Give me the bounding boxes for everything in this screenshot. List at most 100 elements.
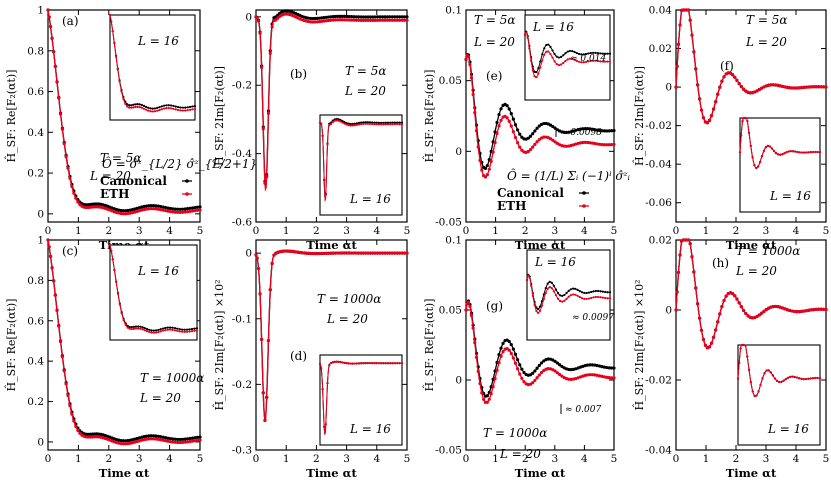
series-canon-point: [531, 371, 535, 375]
series-eth-point: [735, 297, 739, 301]
series-eth-point: [707, 345, 712, 349]
series-eth-point: [602, 375, 606, 379]
inset-eth-point: [759, 383, 762, 387]
inset-canon-point: [606, 52, 609, 55]
inset-eth-point: [770, 147, 774, 150]
series-eth-point: [263, 181, 267, 185]
series-eth-point: [195, 208, 200, 212]
inset-eth-point: [592, 296, 595, 299]
series-canon-point: [178, 437, 182, 442]
series-canon-point: [600, 129, 604, 133]
series-eth-point: [678, 253, 682, 257]
inset-eth-point: [162, 107, 166, 110]
series-canon-point: [190, 436, 195, 440]
inset-eth-point: [814, 150, 817, 154]
series-eth-point: [329, 251, 333, 255]
inset-canon-point: [189, 105, 192, 108]
series-canon-point: [560, 364, 564, 369]
inset-canon-point: [134, 103, 137, 106]
series-eth-point: [183, 440, 187, 444]
series-eth-point: [773, 304, 778, 309]
inset-canon-point: [599, 52, 602, 55]
inset-eth-point: [550, 287, 553, 290]
series-eth-point: [564, 144, 569, 148]
series-eth-point: [821, 307, 826, 311]
inset-eth-point: [777, 153, 780, 156]
series-eth-point: [714, 100, 718, 104]
inset-eth-point: [785, 151, 788, 154]
inset-eth-point: [749, 381, 752, 384]
x-tick-label: 5: [823, 225, 830, 237]
series-eth-point: [261, 127, 265, 131]
inset-eth-point: [559, 299, 562, 303]
series-canon-point: [373, 15, 377, 19]
series-eth-point: [807, 85, 811, 89]
inset-canon-point: [355, 122, 359, 125]
series-eth-point: [804, 309, 809, 313]
inset-eth-point: [525, 278, 529, 282]
series-eth-point: [609, 142, 614, 147]
series-eth-point: [57, 96, 61, 100]
inset-canon-point: [601, 52, 604, 55]
y-tick-label: 0: [245, 248, 252, 260]
series-canon-point: [121, 439, 125, 443]
series-eth-point: [266, 111, 271, 115]
series-eth-point: [359, 18, 363, 22]
x-tick-label: 1: [283, 453, 290, 465]
inset-eth-point: [773, 377, 777, 380]
inset-eth-point: [755, 166, 758, 170]
x-axis-label: Time αt: [726, 238, 777, 252]
inset-eth-point: [525, 31, 528, 34]
inset-eth-point: [741, 120, 744, 123]
series-eth-point: [468, 304, 472, 308]
inset-canon-point: [347, 122, 350, 125]
series-canon-point: [183, 207, 187, 211]
inset-canon-point: [592, 290, 595, 293]
operator-label: Ô = (1/L) Σᵢ (−1)ⁱ σ̂ᶻᵢ: [507, 167, 631, 183]
series-eth-point: [469, 313, 474, 318]
inset-eth-point: [130, 106, 133, 109]
series-eth-point: [537, 137, 541, 142]
series-eth-point: [593, 373, 597, 377]
series-canon-point: [161, 205, 165, 209]
inset-eth-point: [341, 121, 344, 124]
inset-eth-point: [747, 368, 751, 371]
inset-canon-point: [384, 121, 387, 124]
inset-canon-point: [353, 122, 356, 125]
series-eth-point: [783, 85, 787, 89]
series-eth-point: [733, 75, 737, 79]
inset-canon-point: [166, 326, 169, 329]
y-tick-label: -0.05: [435, 217, 462, 229]
y-tick-label: 0.8: [27, 275, 44, 287]
series-eth-point: [812, 308, 816, 312]
x-tick-label: 0: [463, 225, 470, 237]
inset-L-label: L = 16: [532, 20, 574, 34]
y-tick-label: -0.06: [645, 197, 672, 209]
series-eth-point: [795, 310, 799, 314]
inset-eth-point: [124, 323, 127, 326]
series-canon-point: [585, 363, 590, 367]
series-canon-point: [371, 15, 375, 19]
series-eth-point: [597, 142, 602, 146]
series-eth-point: [345, 18, 349, 22]
y-tick-label: 0.2: [27, 396, 44, 408]
inset-eth-point: [594, 295, 597, 299]
series-eth-point: [388, 18, 392, 22]
inset-canon-point: [557, 56, 561, 59]
x-tick-label: 4: [793, 453, 800, 465]
series-canon-point: [393, 15, 397, 19]
inset-eth-point: [366, 361, 369, 365]
inset-canon-point: [542, 293, 545, 296]
inset-canon-point: [341, 119, 344, 123]
inset-eth-point: [380, 123, 383, 126]
inset-eth-point: [572, 293, 575, 296]
series-canon-point: [400, 15, 404, 19]
series-eth-point: [821, 85, 826, 89]
y-tick-label: -0.4: [232, 148, 253, 160]
series-eth-point: [70, 412, 74, 416]
inset-eth-point: [137, 327, 140, 330]
inset-canon-point: [157, 328, 160, 332]
series-eth-point: [347, 18, 351, 22]
inset-canon-point: [575, 51, 578, 55]
inset-eth-point: [353, 124, 356, 127]
